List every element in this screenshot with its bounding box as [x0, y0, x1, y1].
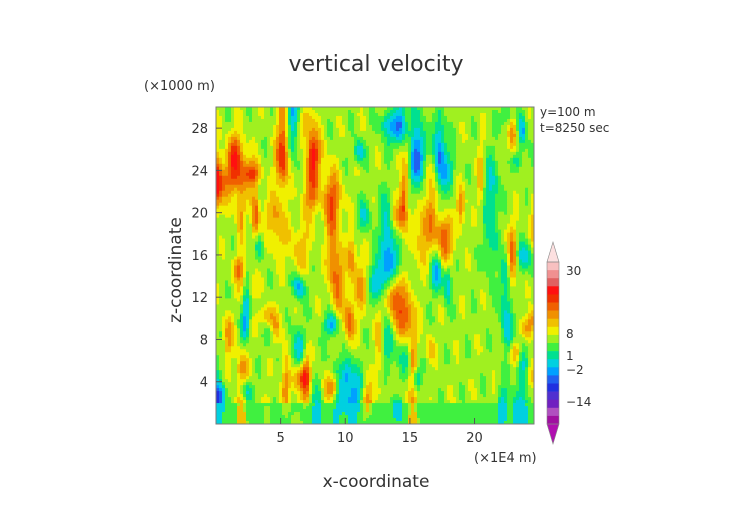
y-tick-label: 16 — [191, 249, 208, 264]
y-unit-label: (×1000 m) — [144, 79, 215, 94]
colorbar-swatch — [547, 270, 559, 279]
y-tick-label: 12 — [191, 291, 208, 306]
y-tick-label: 24 — [191, 164, 208, 179]
y-tick-label: 28 — [191, 122, 208, 137]
x-tick-label: 5 — [276, 431, 284, 446]
annotation-y: y=100 m — [540, 105, 596, 119]
colorbar-label: 1 — [566, 349, 574, 363]
colorbar-swatch — [547, 294, 559, 303]
chart-title: vertical velocity — [288, 52, 463, 77]
x-axis-label: x-coordinate — [323, 472, 430, 492]
colorbar-swatch — [547, 262, 559, 271]
x-tick-label: 10 — [337, 431, 354, 446]
colorbar-swatch — [547, 383, 559, 392]
colorbar-swatch — [547, 302, 559, 311]
colorbar-swatch — [547, 334, 559, 344]
y-tick-label: 8 — [200, 333, 208, 348]
colorbar-swatch — [547, 391, 559, 400]
colorbar-max-arrow — [546, 240, 560, 263]
colorbar-min-arrow — [546, 423, 560, 446]
colorbar-swatch — [547, 359, 559, 368]
colorbar-label: −2 — [566, 363, 584, 377]
colorbar-swatch — [547, 343, 559, 352]
annotation-t: t=8250 sec — [540, 121, 609, 135]
colorbar-label: 30 — [566, 264, 581, 278]
colorbar-label: −14 — [566, 395, 591, 409]
colorbar — [546, 240, 560, 446]
colorbar-swatch — [547, 310, 559, 319]
colorbar-swatch — [547, 278, 559, 287]
colorbar-labels: 30 8 1−2 −14 — [566, 264, 591, 409]
x-unit-label: (×1E4 m) — [474, 451, 537, 466]
colorbar-swatch — [547, 375, 559, 384]
colorbar-swatch — [547, 286, 559, 295]
plot-frame — [215, 106, 535, 425]
colorbar-swatch — [547, 399, 559, 409]
y-axis-label: z-coordinate — [166, 217, 186, 323]
colorbar-swatch — [547, 351, 559, 360]
colorbar-swatch — [547, 318, 559, 328]
y-axis: 4 8 12 16 20 24 28 — [191, 122, 222, 391]
y-tick-label: 20 — [191, 207, 208, 222]
colorbar-swatch — [547, 326, 559, 336]
x-tick-label: 15 — [402, 431, 419, 446]
colorbar-swatch — [547, 367, 559, 376]
y-tick-label: 4 — [200, 376, 208, 391]
colorbar-swatch — [547, 407, 559, 417]
colorbar-label: 8 — [566, 327, 574, 341]
x-tick-label: 20 — [466, 431, 483, 446]
colorbar-swatch — [547, 415, 559, 425]
x-axis: 5 10 15 20 — [276, 418, 483, 446]
heatmap-field — [216, 107, 534, 424]
